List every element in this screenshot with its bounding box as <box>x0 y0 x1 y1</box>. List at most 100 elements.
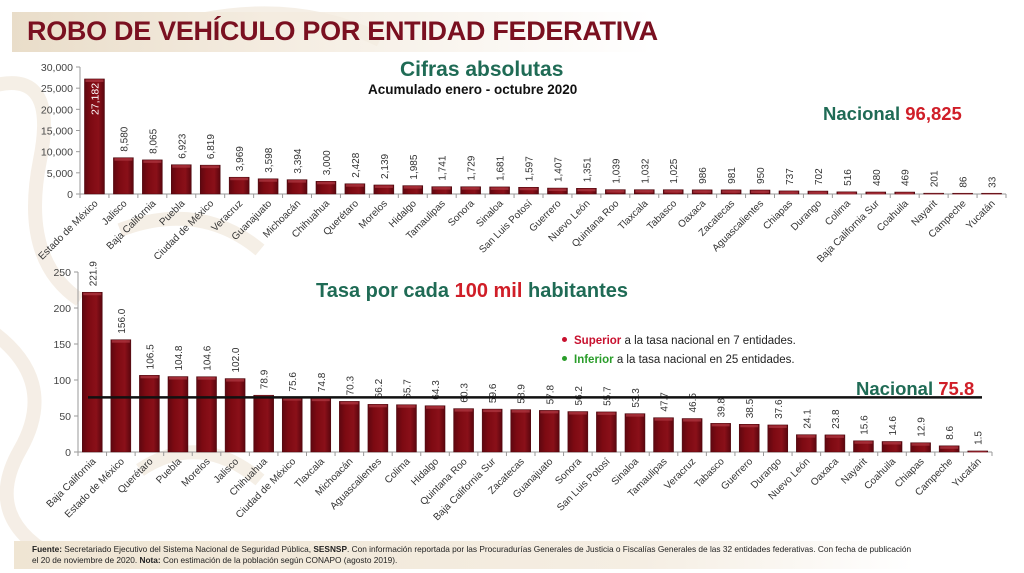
category-label: Baja California <box>45 456 99 510</box>
bar-highlight <box>654 418 673 421</box>
y-tick-label: 50 <box>59 411 71 423</box>
bar-highlight <box>490 187 509 190</box>
bar-highlight <box>143 160 162 163</box>
bar <box>196 376 217 453</box>
bar <box>396 404 417 453</box>
national-label: Nacional <box>856 378 934 399</box>
bar-highlight <box>540 410 559 414</box>
data-label: 104.8 <box>174 345 185 370</box>
bar <box>253 394 274 453</box>
data-label: 37.6 <box>774 399 785 419</box>
bar-highlight <box>226 379 245 382</box>
data-label: 33 <box>988 176 999 188</box>
green-bullet-icon <box>562 356 567 361</box>
red-bullet-icon <box>562 337 567 342</box>
y-tick-label: 25,000 <box>41 83 73 95</box>
bar <box>257 178 279 195</box>
bar <box>518 186 539 195</box>
national-label: Nacional <box>823 103 901 124</box>
bar <box>402 185 424 195</box>
bar <box>199 164 221 195</box>
y-tick-label: 0 <box>65 447 71 459</box>
data-label: 3,000 <box>322 150 333 175</box>
data-label: 981 <box>727 167 738 184</box>
bar-highlight <box>740 424 759 428</box>
bar-highlight <box>374 185 393 188</box>
legend-item-superior: Superior a la tasa nacional en 7 entidad… <box>560 332 796 351</box>
data-label: 1,681 <box>496 155 507 180</box>
bar-highlight <box>519 187 538 191</box>
bar <box>738 424 760 453</box>
bar-highlight <box>461 187 480 190</box>
bar-highlight <box>432 187 451 190</box>
chart1-title: Cifras absolutas <box>400 58 564 81</box>
data-label: 12.9 <box>917 417 928 437</box>
note-text: Con estimación de la población según CON… <box>163 555 398 565</box>
bar-highlight <box>197 377 216 380</box>
bar <box>653 417 674 453</box>
legend-text: a la tasa nacional en 25 entidades. <box>616 354 795 366</box>
data-label: 3,598 <box>264 147 275 172</box>
data-label: 6,923 <box>177 133 188 158</box>
bar-highlight <box>825 435 844 438</box>
data-label: 57.8 <box>545 384 556 404</box>
bar <box>142 159 163 195</box>
source-text-2: . Con información reportada por las Proc… <box>32 544 912 565</box>
note-label: Nota: <box>139 555 161 565</box>
bar <box>113 157 134 195</box>
data-label: 70.3 <box>345 375 356 395</box>
bar-highlight <box>664 190 683 193</box>
bar-highlight <box>340 401 359 405</box>
data-label: 3,394 <box>293 148 304 173</box>
bar-highlight <box>345 184 364 187</box>
national-value: 75.8 <box>938 378 975 399</box>
data-label: 1,039 <box>611 158 622 183</box>
bar-highlight <box>751 190 770 193</box>
bar <box>228 176 250 195</box>
bar <box>539 410 560 453</box>
bar-highlight <box>577 188 596 192</box>
data-label: 60.3 <box>460 383 471 403</box>
source-org: SESNSP <box>313 544 348 554</box>
bar-highlight <box>172 165 191 168</box>
data-label: 46.5 <box>688 393 699 413</box>
chart2-national-rate: Nacional 75.8 <box>856 378 974 400</box>
bar <box>881 441 903 453</box>
data-label: 56.2 <box>574 386 585 406</box>
bar <box>367 404 389 453</box>
data-label: 8,065 <box>148 128 159 153</box>
bar-highlight <box>722 190 741 193</box>
bar-highlight <box>866 192 885 195</box>
data-label: 102.0 <box>231 347 242 372</box>
bar <box>510 409 531 453</box>
page-title: ROBO DE VEHÍCULO POR ENTIDAD FEDERATIVA <box>27 16 658 46</box>
data-label: 6,819 <box>206 134 217 159</box>
data-label: 986 <box>698 167 709 184</box>
category-label: San Luis Potosí <box>555 456 612 513</box>
bar-highlight <box>953 193 972 195</box>
data-label: 74.8 <box>317 372 328 392</box>
bar <box>796 434 817 453</box>
data-label: 1,032 <box>640 158 651 183</box>
bar-highlight <box>940 446 959 449</box>
bar-highlight <box>111 340 130 343</box>
data-label: 58.9 <box>517 384 528 404</box>
y-tick-label: 200 <box>53 303 71 315</box>
bar-highlight <box>311 398 330 402</box>
data-label: 1,351 <box>582 157 593 182</box>
bar-highlight <box>397 405 416 408</box>
y-tick-label: 15,000 <box>41 126 73 138</box>
bar <box>281 397 303 453</box>
data-label: 27,182 <box>89 83 101 115</box>
bar <box>710 423 731 453</box>
chart2-title-highlight: 100 mil <box>454 280 523 302</box>
bar-highlight <box>625 414 644 417</box>
category-label: Morelos <box>180 456 213 489</box>
bar-highlight <box>288 180 307 183</box>
category-label: Oaxaca <box>809 456 841 488</box>
legend-text: a la tasa nacional en 7 entidades. <box>624 335 796 347</box>
bar-highlight <box>403 186 422 189</box>
bar <box>82 291 103 453</box>
data-label: 55.7 <box>602 386 613 406</box>
bar <box>910 442 931 453</box>
